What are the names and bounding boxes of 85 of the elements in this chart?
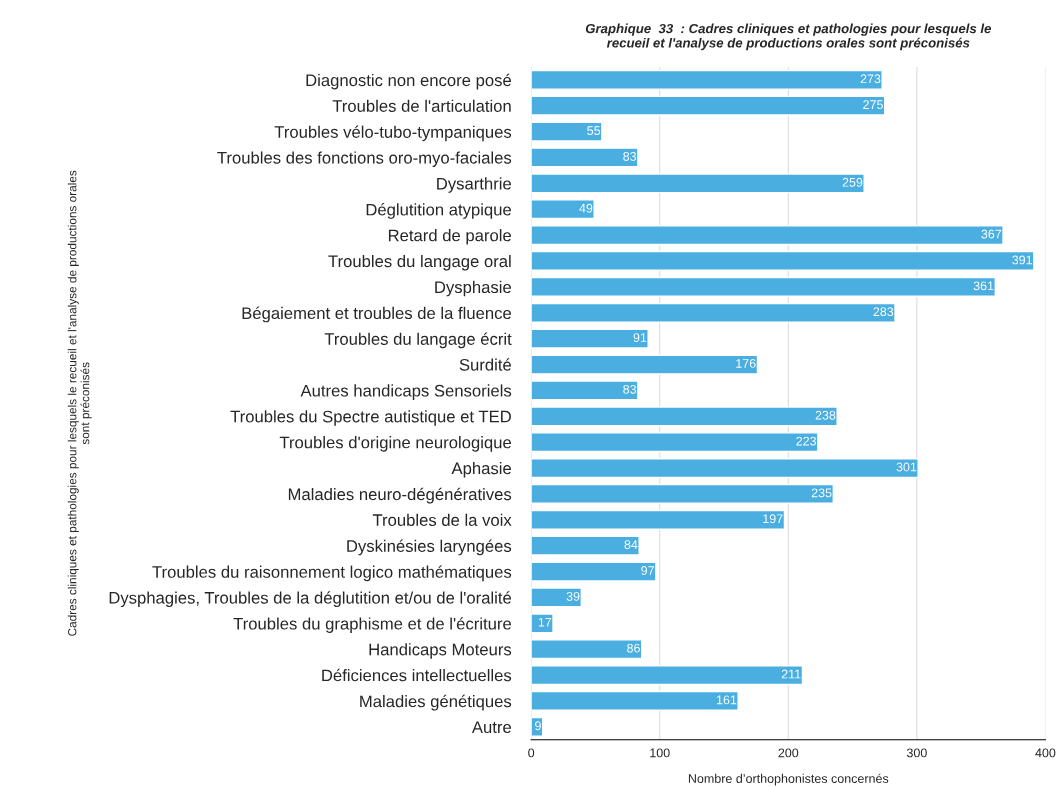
bar (531, 199, 595, 220)
y-tick-label: Aphasie (451, 462, 511, 478)
bar (531, 354, 759, 375)
data-label: 161 (716, 695, 737, 705)
bar (531, 121, 603, 142)
y-tick-label: Dysphagies, Troubles de la déglutition et/ou de l'oralité (109, 591, 512, 608)
y-tick-label: Retard de parole (388, 229, 511, 245)
bar (531, 665, 804, 686)
bar (531, 458, 919, 479)
y-tick-label: Troubles du raisonnement logico mathématiques (152, 565, 512, 582)
bar (531, 147, 639, 168)
y-tick-label: Surdité (459, 358, 511, 371)
y-tick-label: Autre (471, 721, 511, 734)
x-tick-label: 300 (906, 748, 927, 758)
y-tick-label: Bégaiement et troubles de la fluence (242, 306, 511, 323)
y-tick-label: Troubles d'origine neurologique (279, 436, 511, 452)
data-label: 361 (973, 281, 994, 291)
data-label: 197 (763, 514, 783, 524)
data-label: 97 (641, 566, 654, 575)
data-label: 223 (796, 436, 817, 446)
bar (531, 328, 649, 349)
data-label: 91 (633, 333, 647, 342)
data-label: 49 (579, 203, 593, 213)
x-tick-label: 200 (778, 748, 799, 758)
data-label: 367 (981, 229, 1002, 239)
data-label: 83 (623, 384, 637, 394)
data-label: 238 (815, 410, 836, 420)
bar (531, 613, 554, 634)
bar (531, 639, 643, 660)
data-label: 55 (587, 126, 601, 135)
data-label: 235 (811, 488, 832, 498)
data-label: 301 (896, 462, 917, 472)
y-tick-label: Troubles des fonctions oro-myo-faciales (217, 151, 512, 167)
data-label: 84 (624, 540, 638, 550)
y-tick-label: Troubles du langage écrit (324, 332, 512, 349)
x-tick-label: 100 (650, 748, 670, 758)
data-label: 259 (842, 177, 863, 187)
y-axis-title: Cadres cliniques et pathologies pour lesquels le recueil et l'analyse de productions orales sont préconisés (67, 170, 92, 636)
chart-title: Graphique 33 : Cadres cliniques et pathologies pour lesquels le recueil et l'analyse de productions orales sont préconisés (585, 23, 992, 51)
bar (531, 561, 657, 582)
data-label: 391 (1012, 255, 1032, 265)
bar (531, 302, 896, 323)
data-label: 176 (736, 359, 756, 368)
bar (531, 535, 640, 556)
y-tick-label: Troubles de l'articulation (332, 99, 511, 112)
y-tick-label: Maladies neuro-dégénératives (288, 487, 512, 504)
y-tick-label: Troubles vélo-tubo-tympaniques (274, 125, 512, 142)
bar (531, 276, 996, 297)
data-label: 83 (623, 151, 637, 161)
data-label: 17 (538, 617, 552, 627)
y-tick-label: Dysphasie (435, 280, 511, 297)
x-tick-label: 0 (528, 748, 535, 758)
bar (531, 95, 886, 116)
y-tick-label: Troubles du graphisme et de l'écriture (233, 617, 511, 633)
y-tick-label: Dyskinésies laryngées (347, 539, 512, 556)
bar (531, 250, 1035, 272)
bar (531, 587, 583, 608)
data-label: 9 (535, 721, 541, 731)
bar (531, 69, 883, 90)
y-tick-label: Handicaps Moteurs (369, 643, 512, 659)
bar (531, 173, 865, 194)
bar (531, 432, 819, 453)
data-label: 86 (627, 643, 640, 653)
y-tick-label: Maladies génétiques (360, 694, 512, 711)
y-tick-label: Troubles du Spectre autistique et TED (230, 410, 511, 426)
data-label: 283 (873, 307, 894, 317)
bar (531, 483, 834, 504)
y-tick-label: Troubles de la voix (372, 513, 512, 526)
y-tick-label: Troubles du langage oral (328, 254, 511, 271)
y-tick-label: Déficiences intellectuelles (322, 668, 512, 682)
data-label: 273 (860, 74, 881, 84)
x-axis-title: Nombre d’orthophonistes concernés (688, 773, 889, 786)
bar (531, 509, 786, 530)
bar (531, 380, 639, 401)
y-tick-label: Diagnostic non encore posé (306, 73, 511, 90)
data-label: 275 (863, 100, 883, 110)
bar (531, 690, 739, 711)
y-tick-label: Dysarthrie (437, 177, 511, 193)
x-tick-label: 400 (1035, 748, 1056, 758)
data-label: 39 (566, 591, 580, 601)
data-label: 211 (781, 669, 801, 679)
y-tick-label: Autres handicaps Sensoriels (300, 384, 512, 400)
y-tick-label: Déglutition atypique (366, 203, 511, 219)
bar (531, 225, 1004, 246)
bar (531, 406, 838, 427)
